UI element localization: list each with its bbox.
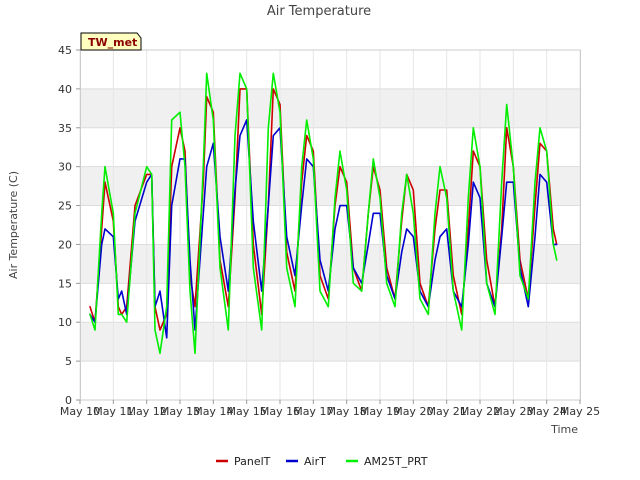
y-tick-label: 25: [58, 200, 72, 213]
x-tick-label: May 15: [227, 405, 267, 418]
site-tag-box: [80, 32, 142, 51]
y-tick-label: 45: [58, 44, 72, 57]
plot-band: [80, 88, 580, 128]
x-tick-label: May 20: [393, 405, 433, 418]
legend-label-am25t-prt: AM25T_PRT: [364, 455, 428, 468]
x-tick-label: May 13: [160, 405, 200, 418]
y-tick-label: 20: [58, 238, 72, 251]
plot-band: [80, 166, 580, 206]
x-tick-label: May 19: [360, 405, 400, 418]
y-axis-label: Air Temperature (C): [7, 171, 20, 279]
series-line-airt: [89, 119, 558, 339]
site-tag-label: TW_met: [88, 36, 137, 49]
legend: PanelT AirT AM25T_PRT: [216, 455, 428, 468]
x-tick-label: May 21: [427, 405, 467, 418]
site-tag: TW_met: [80, 32, 142, 51]
x-tick-label: May 11: [93, 405, 133, 418]
plot-frame: [80, 49, 581, 401]
y-tick-label: 10: [58, 316, 72, 329]
y-tick-label: 0: [65, 394, 72, 407]
x-tick-label: May 16: [260, 405, 300, 418]
x-tick-label: May 17: [293, 405, 333, 418]
x-tick-label: May 18: [327, 405, 367, 418]
x-tick-label: May 10: [60, 405, 100, 418]
series-line-am25t-prt: [89, 72, 558, 355]
y-tick-label: 15: [58, 277, 72, 290]
x-tick-label: May 12: [127, 405, 167, 418]
plot-background: [80, 88, 580, 362]
x-tick-label: May 25: [560, 405, 600, 418]
legend-label-panelt: PanelT: [234, 455, 271, 468]
x-axis-label: Time: [550, 423, 578, 436]
x-tick-label: May 14: [193, 405, 233, 418]
y-tick-label: 35: [58, 122, 72, 135]
x-tick-label: May 24: [527, 405, 567, 418]
y-tick-label: 40: [58, 83, 72, 96]
y-tick-label: 5: [65, 355, 72, 368]
series-layer: [89, 72, 558, 355]
y-axis-ticks: 0 5 10 15 20 25 30 35 40 45: [58, 44, 80, 407]
chart-title: Air Temperature: [267, 4, 371, 19]
x-tick-label: May 22: [460, 405, 500, 418]
x-tick-label: May 23: [493, 405, 533, 418]
y-tick-label: 30: [58, 161, 72, 174]
legend-label-airt: AirT: [304, 455, 326, 468]
